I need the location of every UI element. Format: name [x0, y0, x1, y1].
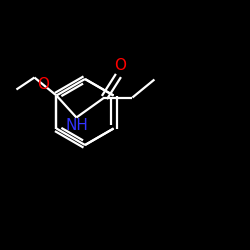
Text: O: O — [114, 58, 126, 73]
Text: O: O — [38, 77, 50, 92]
Text: NH: NH — [66, 118, 89, 133]
